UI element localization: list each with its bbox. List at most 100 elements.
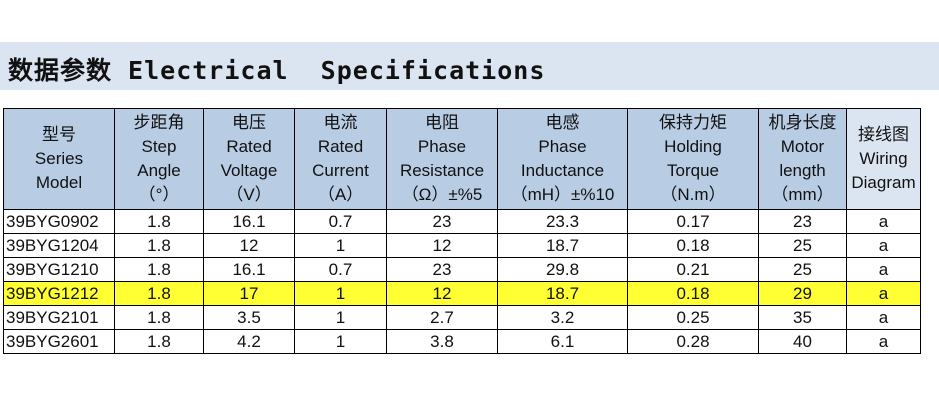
header-line: （°） (138, 185, 180, 204)
table-cell: 40 (758, 329, 847, 354)
table-row: 39BYG1204 1.8 12 1 12 18.7 0.18 25 a (3, 233, 921, 258)
table-cell: 1 (294, 281, 387, 306)
title-bar: 数据参数 Electrical Specifications (0, 42, 939, 90)
table-cell: 12 (386, 281, 498, 306)
header-line: Angle (137, 161, 181, 180)
header-line: 电压 (232, 113, 266, 132)
table-body: 39BYG0902 1.8 16.1 0.7 23 23.3 0.17 23 a 39BYG120… (3, 209, 921, 354)
header-line: （V） (226, 185, 272, 204)
header-line: （mH）±%10 (510, 185, 615, 204)
table-cell: 1.8 (114, 281, 204, 306)
header-cell: 电阻 Phase Resistance （Ω）±%5 (386, 108, 498, 210)
header-cell: 机身长度 Motor length （mm） (758, 108, 847, 210)
header-cell: 型号 Series Model (3, 108, 115, 210)
table-cell: 0.7 (294, 209, 387, 234)
table-cell: 0.25 (627, 305, 759, 330)
table-cell: 39BYG1212 (3, 281, 115, 306)
header-line: Rated (226, 137, 272, 156)
header-line: 电阻 (425, 113, 459, 132)
header-line: Rated (317, 137, 364, 156)
table-row: 39BYG0902 1.8 16.1 0.7 23 23.3 0.17 23 a (3, 209, 921, 234)
table-cell: 23 (758, 209, 847, 234)
table-cell: 1.8 (114, 257, 204, 282)
header-line: Model (35, 173, 83, 192)
header-line: Phase (538, 137, 587, 156)
header-line: Torque (667, 161, 719, 180)
table-cell: 17 (203, 281, 295, 306)
table-cell: 29 (758, 281, 847, 306)
table-row: 39BYG1212 1.8 17 1 12 18.7 0.18 29 a (3, 281, 921, 306)
table-cell: a (846, 209, 921, 234)
header-line: Phase (417, 137, 467, 156)
header-line: Resistance (399, 161, 485, 180)
table-cell: 3.5 (203, 305, 295, 330)
table-cell: a (846, 233, 921, 258)
header-cell: 电感 Phase Inductance （mH）±%10 (497, 108, 628, 210)
table-cell: 29.8 (497, 257, 628, 282)
header-line: Motor (780, 137, 825, 156)
header-line: 型号 (42, 125, 76, 144)
table-cell: 0.18 (627, 233, 759, 258)
table-cell: 23 (386, 257, 498, 282)
table-cell: 4.2 (203, 329, 295, 354)
title: 数据参数 Electrical Specifications (8, 56, 546, 85)
header-cell: 接线图 Wiring Diagram (846, 108, 921, 210)
header-line: 电流 (323, 113, 358, 132)
table-cell: 23.3 (497, 209, 628, 234)
header-cell: 电流 Rated Current （A） (294, 108, 387, 210)
table-cell: 39BYG0902 (3, 209, 115, 234)
table-cell: 1.8 (114, 329, 204, 354)
table-cell: 39BYG2101 (3, 305, 115, 330)
table-cell: 6.1 (497, 329, 628, 354)
table-cell: 0.28 (627, 329, 759, 354)
header-line: Diagram (851, 173, 916, 192)
table-cell: 12 (203, 233, 295, 258)
header-line: Voltage (220, 161, 278, 180)
table-cell: 25 (758, 233, 847, 258)
table-cell: a (846, 281, 921, 306)
header-line: Wiring (859, 149, 908, 168)
table-cell: 39BYG1204 (3, 233, 115, 258)
header-line: 接线图 (858, 125, 909, 144)
table-cell: 1.8 (114, 305, 204, 330)
header-line: （Ω）±%5 (401, 185, 483, 204)
header-line: length (779, 161, 826, 180)
header-line: Current (312, 161, 369, 180)
table-cell: 0.7 (294, 257, 387, 282)
table-cell: 23 (386, 209, 498, 234)
table-cell: 39BYG2601 (3, 329, 115, 354)
table-cell: 18.7 (497, 281, 628, 306)
table-cell: 0.21 (627, 257, 759, 282)
table-cell: 0.18 (627, 281, 759, 306)
table-cell: 35 (758, 305, 847, 330)
table-cell: 1.8 (114, 209, 204, 234)
table-cell: 1 (294, 329, 387, 354)
table-cell: 12 (386, 233, 498, 258)
header-cell: 保持力矩 Holding Torque （N.m） (627, 108, 759, 210)
table-cell: 25 (758, 257, 847, 282)
header-line: Holding (664, 137, 722, 156)
header-line: 电感 (545, 113, 580, 132)
header-line: Series (34, 149, 84, 168)
table-row: 39BYG2601 1.8 4.2 1 3.8 6.1 0.28 40 a (3, 329, 921, 354)
table-cell: 3.8 (386, 329, 498, 354)
header-line: 机身长度 (768, 113, 837, 132)
table-row: 39BYG2101 1.8 3.5 1 2.7 3.2 0.25 35 a (3, 305, 921, 330)
table-row: 39BYG1210 1.8 16.1 0.7 23 29.8 0.21 25 a (3, 257, 921, 282)
header-line: Inductance (520, 161, 605, 180)
table-cell: a (846, 329, 921, 354)
header-line: Step (141, 137, 177, 156)
table-cell: a (846, 257, 921, 282)
table-cell: 1 (294, 305, 387, 330)
table-cell: 3.2 (497, 305, 628, 330)
header-line: 保持力矩 (659, 113, 727, 132)
table-cell: 39BYG1210 (3, 257, 115, 282)
header-line: （N.m） (660, 185, 726, 204)
table-cell: 16.1 (203, 209, 295, 234)
header-line: 步距角 (133, 113, 185, 132)
table-cell: 1.8 (114, 233, 204, 258)
header-line: （mm） (771, 185, 834, 204)
table-cell: 0.17 (627, 209, 759, 234)
header-cell: 步距角 Step Angle （°） (114, 108, 204, 210)
